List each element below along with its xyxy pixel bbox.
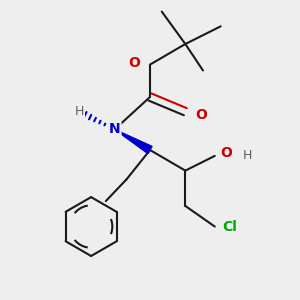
Text: H: H	[242, 149, 252, 162]
Text: O: O	[196, 108, 208, 122]
Text: Cl: Cl	[222, 220, 237, 234]
Text: O: O	[128, 56, 140, 70]
Text: O: O	[220, 146, 232, 160]
Text: H: H	[75, 105, 84, 118]
Polygon shape	[115, 129, 152, 154]
Text: N: N	[109, 122, 121, 136]
